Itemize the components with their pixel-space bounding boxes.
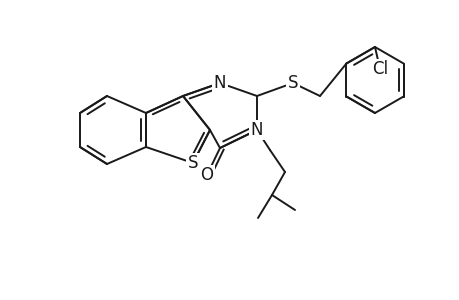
Text: N: N bbox=[213, 74, 226, 92]
Text: S: S bbox=[187, 154, 198, 172]
Text: N: N bbox=[250, 121, 263, 139]
Text: O: O bbox=[200, 166, 213, 184]
Text: S: S bbox=[287, 74, 297, 92]
Text: Cl: Cl bbox=[371, 60, 387, 78]
